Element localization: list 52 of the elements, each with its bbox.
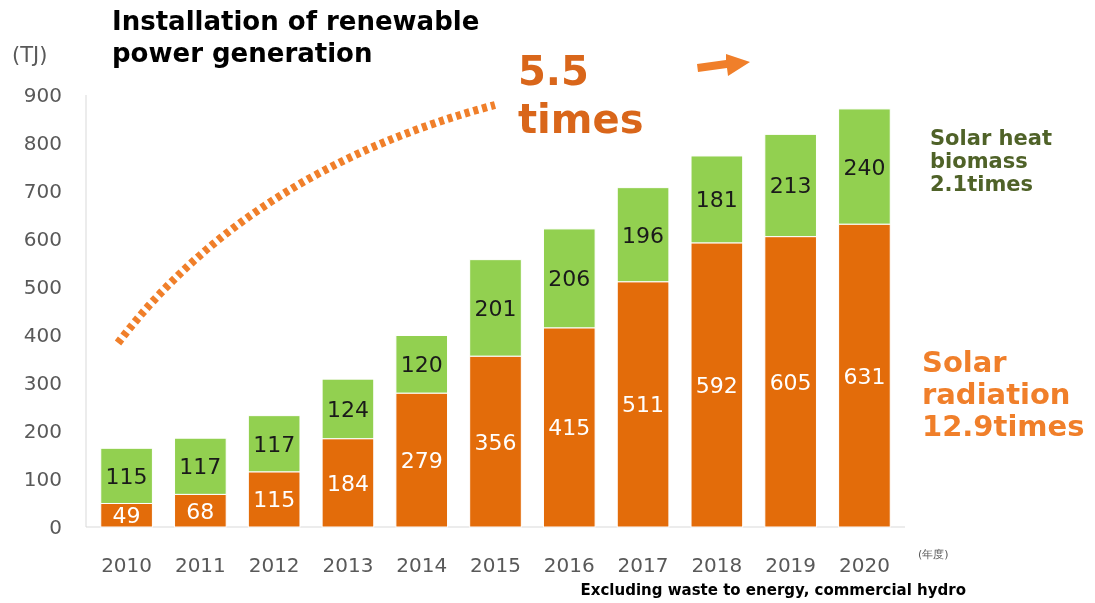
y-tick-label: 300 xyxy=(23,371,62,395)
y-tick-label: 500 xyxy=(23,275,62,299)
y-tick-label: 900 xyxy=(23,83,62,107)
series-label: Solar radiation xyxy=(922,345,1071,411)
data-label: 181 xyxy=(695,187,738,213)
series-label: Solar heat biomass xyxy=(930,126,1052,174)
data-label: 196 xyxy=(622,222,665,248)
x-axis-title: (年度) xyxy=(918,548,949,561)
y-tick-label: 800 xyxy=(23,131,62,155)
x-tick-label: 2018 xyxy=(691,553,743,577)
text: 12.9times xyxy=(922,408,1085,443)
y-tick-label: 100 xyxy=(23,467,62,491)
x-tick-label: 2010 xyxy=(101,553,153,577)
x-tick-label: 2019 xyxy=(765,553,817,577)
data-label: 49 xyxy=(112,503,141,529)
y-tick-label: 200 xyxy=(23,419,62,443)
data-label: 279 xyxy=(400,448,443,474)
x-tick-label: 2012 xyxy=(248,553,300,577)
x-tick-label: 2015 xyxy=(470,553,521,577)
data-label: 115 xyxy=(253,487,296,513)
data-label: 415 xyxy=(548,415,591,441)
data-label: 240 xyxy=(843,154,886,180)
x-tick-label: 2014 xyxy=(396,553,448,577)
data-label: 68 xyxy=(186,498,215,524)
x-tick-label: 2020 xyxy=(838,553,890,577)
y-tick-label: 0 xyxy=(49,515,62,539)
y-tick-label: 700 xyxy=(23,179,62,203)
data-label: 124 xyxy=(326,396,369,422)
data-label: 117 xyxy=(179,454,222,480)
data-label: 206 xyxy=(548,266,591,292)
chart-title: Installation of renewable power generation xyxy=(112,6,480,68)
data-label: 511 xyxy=(622,392,665,418)
data-label: 115 xyxy=(105,463,148,489)
text: 2.1times xyxy=(930,172,1034,197)
data-label: 184 xyxy=(326,470,369,496)
y-tick-label: 400 xyxy=(23,323,62,347)
annotation: 5.5 times xyxy=(518,48,644,142)
x-tick-label: 2011 xyxy=(174,553,226,577)
x-tick-label: 2013 xyxy=(322,553,374,577)
data-label: 201 xyxy=(474,295,517,321)
data-label: 120 xyxy=(400,352,443,378)
y-tick-label: 600 xyxy=(23,227,62,251)
x-tick-label: 2016 xyxy=(543,553,595,577)
data-label: 605 xyxy=(769,369,812,395)
data-label: 631 xyxy=(843,363,886,389)
y-axis-title: (TJ) xyxy=(12,43,48,67)
data-label: 592 xyxy=(695,372,738,398)
data-label: 356 xyxy=(474,429,517,455)
data-label: 117 xyxy=(253,431,296,457)
x-tick-label: 2017 xyxy=(617,553,669,577)
data-label: 213 xyxy=(769,173,812,199)
text: Excluding waste to energy, commercial hydro xyxy=(580,581,966,599)
